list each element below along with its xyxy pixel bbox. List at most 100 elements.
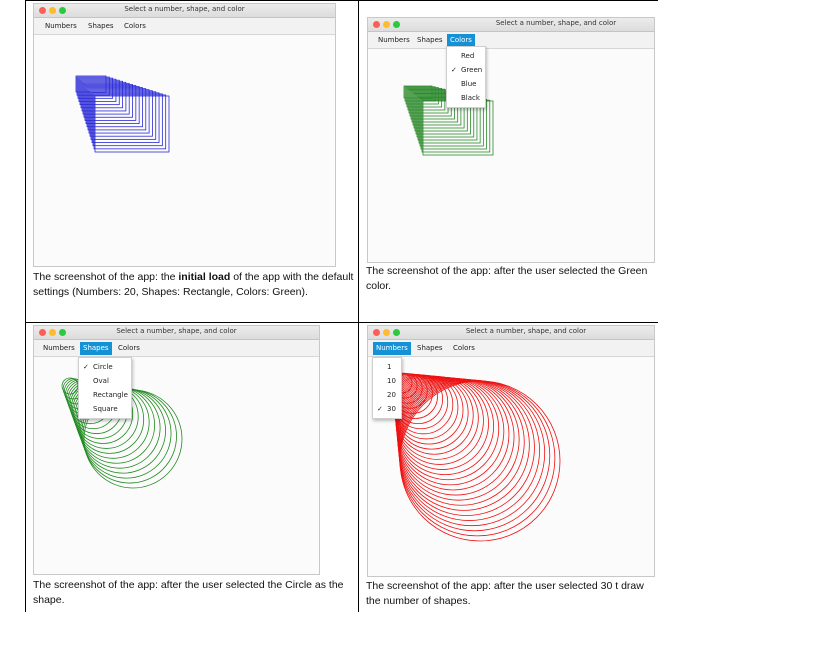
drawn-circle: [397, 378, 520, 501]
caption-colors: The screenshot of the app: after the use…: [366, 265, 648, 292]
checkmark-icon: ✓: [83, 363, 89, 371]
colors-dropdown: Red ✓ Green Blue Black: [446, 46, 486, 108]
zoom-window-icon[interactable]: [59, 7, 66, 14]
drawn-rectangle: [89, 90, 153, 137]
drawn-rectangle: [78, 78, 117, 102]
dropdown-item-30[interactable]: ✓ 30: [373, 402, 401, 416]
zoom-window-icon[interactable]: [393, 21, 400, 28]
dropdown-item-1[interactable]: 1: [387, 363, 392, 371]
drawn-rectangle: [80, 80, 123, 109]
grid-top-line: [25, 0, 658, 1]
dropdown-item-rectangle[interactable]: Rectangle: [93, 391, 128, 399]
dropdown-item-square[interactable]: Square: [93, 405, 118, 413]
minimize-window-icon[interactable]: [49, 329, 56, 336]
drawn-rectangle: [416, 95, 475, 138]
drawn-circle: [83, 389, 183, 489]
dropdown-item-20[interactable]: 20: [387, 391, 396, 399]
checkmark-icon: ✓: [377, 405, 383, 413]
dropdown-item-red[interactable]: Red: [461, 52, 475, 60]
app-window-numbers: Select a number, shape, and color Number…: [367, 325, 655, 577]
dropdown-item-oval[interactable]: Oval: [93, 377, 109, 385]
drawing-canvas: [61, 377, 183, 489]
app-window-initial: Select a number, shape, and color Number…: [33, 3, 336, 267]
close-window-icon[interactable]: [39, 7, 46, 14]
drawn-rectangle: [81, 81, 127, 112]
drawn-rectangle: [94, 95, 170, 153]
drawn-rectangle: [414, 94, 468, 132]
menu-numbers[interactable]: Numbers: [378, 36, 410, 44]
drawn-rectangle: [85, 86, 140, 124]
menu-bar: Numbers Shapes Colors: [34, 340, 319, 357]
drawn-rectangle: [86, 87, 143, 128]
dropdown-item-circle[interactable]: ✓ Circle: [79, 360, 131, 374]
drawing-canvas: [75, 75, 170, 153]
shapes-dropdown: ✓ Circle Oval Rectangle Square: [78, 357, 132, 419]
menu-shapes[interactable]: Shapes: [80, 342, 112, 355]
drawn-rectangle: [412, 92, 462, 126]
drawn-circle: [398, 379, 535, 516]
menu-colors[interactable]: Colors: [447, 34, 475, 47]
drawn-circle: [396, 377, 500, 481]
close-window-icon[interactable]: [373, 21, 380, 28]
drawn-rectangle: [88, 89, 150, 134]
minimize-window-icon[interactable]: [49, 7, 56, 14]
title-bar: Select a number, shape, and color: [34, 326, 319, 340]
drawn-rectangle: [93, 94, 167, 150]
window-title: Select a number, shape, and color: [465, 327, 587, 335]
grid-center-line: [358, 0, 359, 612]
app-window-colors: Select a number, shape, and color Number…: [367, 17, 655, 263]
zoom-window-icon[interactable]: [59, 329, 66, 336]
checkmark-icon: ✓: [451, 66, 457, 74]
drawn-rectangle: [83, 84, 133, 118]
menu-numbers[interactable]: Numbers: [43, 344, 75, 352]
dropdown-item-black[interactable]: Black: [461, 94, 480, 102]
drawing-canvas: [403, 85, 494, 156]
window-title: Select a number, shape, and color: [116, 327, 237, 335]
title-bar: Select a number, shape, and color: [368, 326, 654, 340]
numbers-dropdown: 1 10 20 ✓ 30: [372, 357, 402, 419]
menu-numbers[interactable]: Numbers: [373, 342, 411, 355]
title-bar: Select a number, shape, and color: [34, 4, 335, 18]
title-bar: Select a number, shape, and color: [368, 18, 654, 32]
app-window-shapes: Select a number, shape, and color Number…: [33, 325, 320, 575]
menu-bar: Numbers Shapes Colors: [368, 340, 654, 357]
drawn-circle: [395, 376, 489, 470]
dropdown-item-10[interactable]: 10: [387, 377, 396, 385]
menu-shapes[interactable]: Shapes: [88, 22, 114, 30]
menu-colors[interactable]: Colors: [453, 344, 475, 352]
window-title: Select a number, shape, and color: [124, 5, 245, 13]
menu-colors[interactable]: Colors: [124, 22, 146, 30]
drawn-rectangle: [82, 82, 130, 115]
menu-bar: Numbers Shapes Colors: [368, 32, 654, 49]
drawn-rectangle: [91, 92, 160, 143]
caption-numbers: The screenshot of the app: after the use…: [366, 580, 644, 607]
close-window-icon[interactable]: [39, 329, 46, 336]
zoom-window-icon[interactable]: [393, 329, 400, 336]
minimize-window-icon[interactable]: [383, 329, 390, 336]
menu-shapes[interactable]: Shapes: [417, 36, 443, 44]
drawing-canvas: [391, 372, 561, 542]
drawn-circle: [399, 380, 561, 542]
menu-numbers[interactable]: Numbers: [45, 22, 77, 30]
menu-shapes[interactable]: Shapes: [417, 344, 443, 352]
dropdown-item-green[interactable]: ✓ Green: [447, 63, 485, 77]
drawn-rectangle: [413, 93, 465, 129]
drawn-rectangle: [90, 91, 157, 140]
menu-bar: Numbers Shapes Colors: [34, 18, 335, 35]
drawn-rectangle: [84, 85, 137, 121]
window-title: Select a number, shape, and color: [495, 19, 617, 27]
grid-middle-horizontal-line: [25, 322, 658, 323]
drawn-rectangle: [92, 93, 163, 147]
dropdown-item-blue[interactable]: Blue: [461, 80, 477, 88]
drawn-rectangle: [87, 88, 147, 131]
caption-shapes: The screenshot of the app: after the use…: [33, 579, 344, 606]
drawn-rectangle: [79, 79, 120, 106]
drawn-circle: [399, 380, 556, 537]
grid-left-line: [25, 0, 26, 612]
menu-colors[interactable]: Colors: [118, 344, 140, 352]
close-window-icon[interactable]: [373, 329, 380, 336]
drawn-circle: [398, 379, 546, 527]
drawn-rectangle: [415, 95, 471, 135]
minimize-window-icon[interactable]: [383, 21, 390, 28]
caption-initial: The screenshot of the app: the initial l…: [33, 271, 354, 298]
